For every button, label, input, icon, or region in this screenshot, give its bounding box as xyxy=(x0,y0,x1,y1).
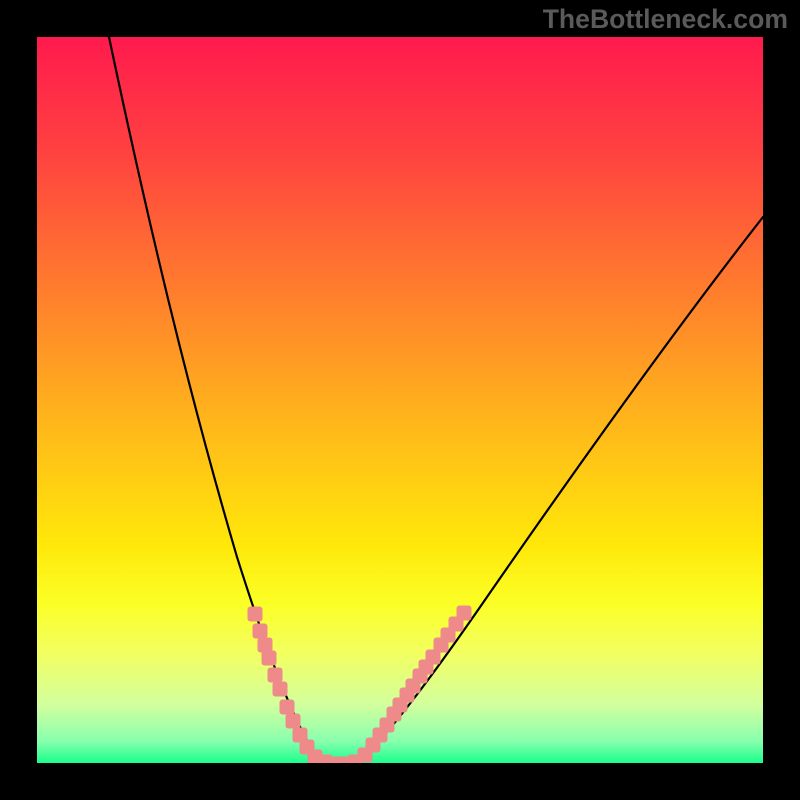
data-point xyxy=(248,607,263,622)
data-point xyxy=(258,638,273,653)
data-point xyxy=(273,682,288,697)
outer-frame: TheBottleneck.com xyxy=(0,0,800,800)
data-point xyxy=(286,714,301,729)
chart-overlay xyxy=(0,0,800,800)
data-point xyxy=(457,606,472,621)
data-point xyxy=(280,700,295,715)
data-point xyxy=(262,651,277,666)
data-point xyxy=(253,624,268,639)
data-point xyxy=(268,668,283,683)
curve-left-branch xyxy=(109,37,320,761)
